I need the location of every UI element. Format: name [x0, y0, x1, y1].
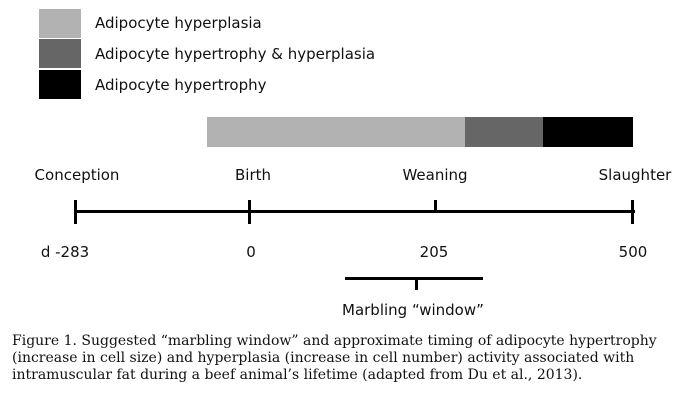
phase-bar-hypertrophy [543, 117, 633, 147]
day-label-weaning: 205 [419, 243, 449, 261]
legend-label-hyperplasia: Adipocyte hyperplasia [95, 14, 262, 32]
legend-label-hypertrophy-hyperplasia: Adipocyte hypertrophy & hyperplasia [95, 45, 376, 63]
day-label-slaughter: 500 [618, 243, 648, 261]
day-label-conception: d -283 [40, 243, 90, 261]
legend-swatch-hypertrophy [39, 70, 81, 99]
timeline-axis-line [75, 210, 635, 213]
event-label-weaning: Weaning [402, 166, 468, 184]
tick-conception [74, 200, 77, 224]
tick-slaughter [631, 200, 634, 224]
legend-swatch-hypertrophy-hyperplasia [39, 39, 81, 68]
day-label-birth: 0 [246, 243, 256, 261]
legend-label-hypertrophy: Adipocyte hypertrophy [95, 76, 267, 94]
tick-weaning [434, 200, 437, 211]
figure-caption: Figure 1. Suggested “marbling window” an… [12, 333, 657, 383]
legend-swatch-hyperplasia [39, 9, 81, 38]
event-label-slaughter: Slaughter [598, 166, 672, 184]
marbling-window-tick [415, 277, 418, 290]
marbling-window-label: Marbling “window” [342, 301, 484, 319]
phase-bar-hypertrophy-hyperplasia [465, 117, 544, 147]
event-label-conception: Conception [34, 166, 120, 184]
event-label-birth: Birth [234, 166, 272, 184]
phase-bar-hyperplasia [207, 117, 466, 147]
marbling-window-line [345, 277, 483, 280]
tick-birth [248, 200, 251, 224]
